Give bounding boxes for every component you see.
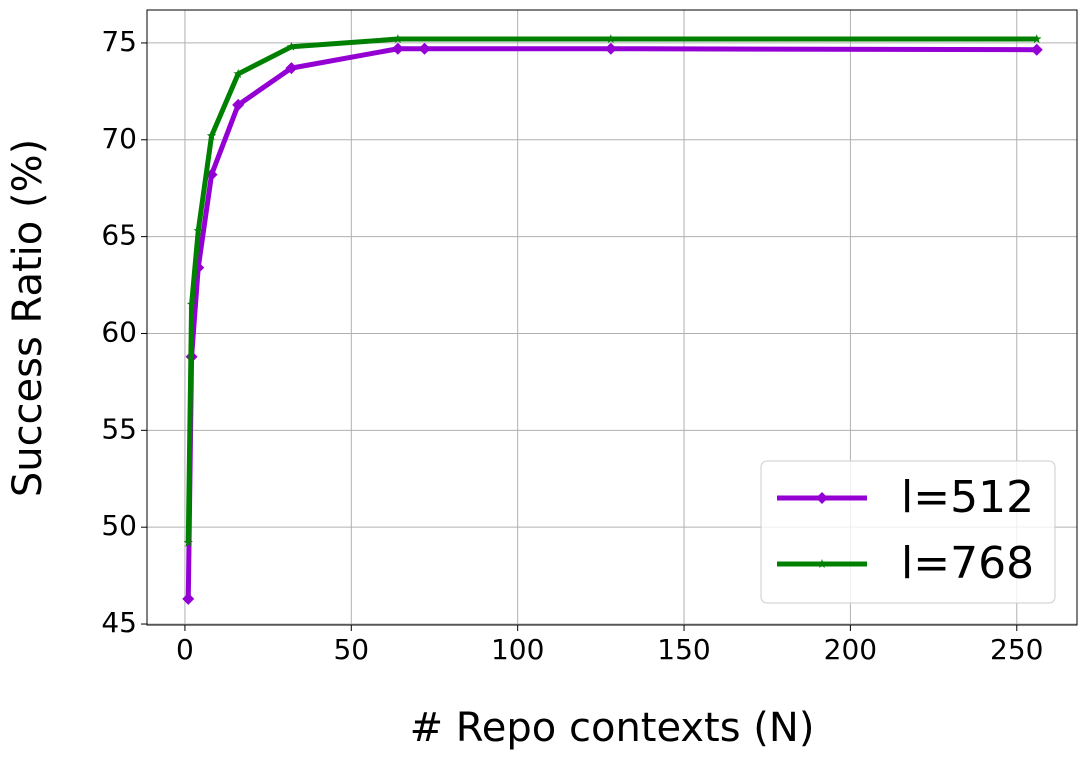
legend-label: l=768 <box>901 538 1034 589</box>
y-tick-label: 55 <box>101 412 137 445</box>
marker <box>206 130 217 140</box>
marker <box>232 98 245 111</box>
marker <box>606 34 616 44</box>
marker <box>193 225 203 235</box>
x-tick-label: 50 <box>333 633 369 666</box>
x-tick-label: 0 <box>176 633 194 666</box>
series-line <box>185 46 1037 599</box>
legend-label: l=512 <box>901 472 1034 523</box>
marker <box>1030 43 1043 56</box>
marker <box>418 42 431 55</box>
x-tick-label: 150 <box>657 633 710 666</box>
y-axis-label: Success Ratio (%) <box>5 139 51 497</box>
x-tick-label: 200 <box>824 633 877 666</box>
y-tick-label: 75 <box>101 25 137 58</box>
x-tick-label: 250 <box>990 633 1043 666</box>
y-tick-label: 60 <box>101 315 137 348</box>
marker <box>391 42 404 55</box>
y-tick-label: 50 <box>101 509 137 542</box>
marker <box>186 299 197 309</box>
x-tick-label: 100 <box>491 633 544 666</box>
marker <box>393 34 403 44</box>
x-axis-label: # Repo contexts (N) <box>410 705 815 751</box>
marker <box>1032 34 1042 44</box>
marker <box>816 492 828 504</box>
plot-frame <box>146 9 1078 626</box>
y-tick-label: 70 <box>101 122 137 155</box>
marker <box>286 41 297 51</box>
marker <box>604 42 617 55</box>
marker <box>183 537 193 547</box>
marker <box>285 62 298 75</box>
marker <box>817 559 827 568</box>
y-tick-label: 65 <box>101 219 137 252</box>
y-tick-label: 45 <box>101 606 137 639</box>
marker <box>182 592 195 605</box>
marker <box>233 68 243 78</box>
